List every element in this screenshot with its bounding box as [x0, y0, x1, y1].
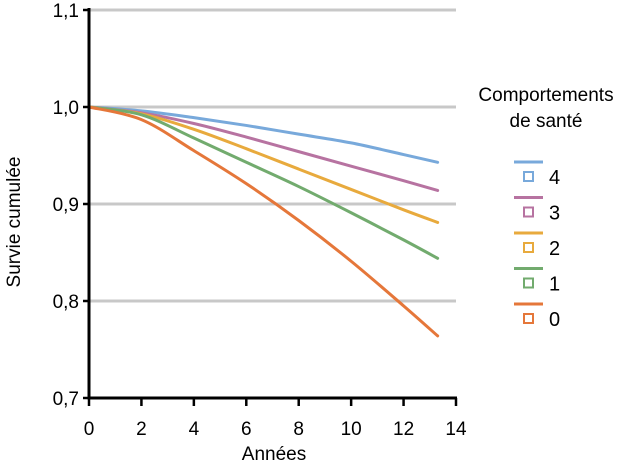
series-line-0 [87, 105, 440, 338]
legend-items: 4 3 2 1 0 [514, 160, 560, 331]
x-tick-label: 0 [84, 419, 95, 440]
y-tick-label: 1,1 [53, 1, 79, 22]
x-tick-label: 8 [293, 419, 304, 440]
legend-marker-1 [523, 277, 534, 289]
gridlines [89, 8, 456, 303]
x-tick-label: 2 [136, 419, 147, 440]
series-lines [87, 105, 440, 338]
legend-marker-2 [523, 242, 534, 253]
legend-title-line-2: de santé [510, 111, 583, 132]
y-ticks: 0,7 0,8 0,9 1,0 1,1 [53, 1, 89, 410]
x-tick-label: 12 [393, 419, 414, 440]
legend: Comportements de santé 4 3 2 1 0 [478, 85, 613, 331]
series-line-4 [87, 105, 440, 164]
legend-label-3: 3 [549, 203, 560, 225]
legend-marker-4 [523, 171, 534, 182]
legend-marker-0 [523, 313, 534, 324]
y-axis-title: Survie cumulée [4, 157, 25, 288]
legend-title-line-1: Comportements [478, 85, 613, 106]
y-tick-label: 1,0 [53, 98, 79, 119]
x-axis-title: Années [242, 444, 306, 463]
x-ticks: 0 2 4 6 8 10 12 14 [84, 398, 467, 440]
y-tick-label: 0,7 [53, 389, 79, 410]
y-tick-label: 0,8 [53, 292, 79, 313]
x-tick-label: 14 [445, 419, 467, 440]
legend-label-4: 4 [549, 167, 560, 189]
x-tick-label: 4 [189, 419, 200, 440]
legend-label-0: 0 [549, 309, 560, 331]
legend-label-2: 2 [549, 238, 560, 260]
y-tick-label: 0,9 [53, 195, 79, 216]
x-tick-label: 6 [241, 419, 252, 440]
x-tick-label: 10 [341, 419, 362, 440]
series-line-1 [87, 105, 440, 260]
legend-label-1: 1 [549, 274, 560, 296]
legend-marker-3 [523, 206, 534, 218]
